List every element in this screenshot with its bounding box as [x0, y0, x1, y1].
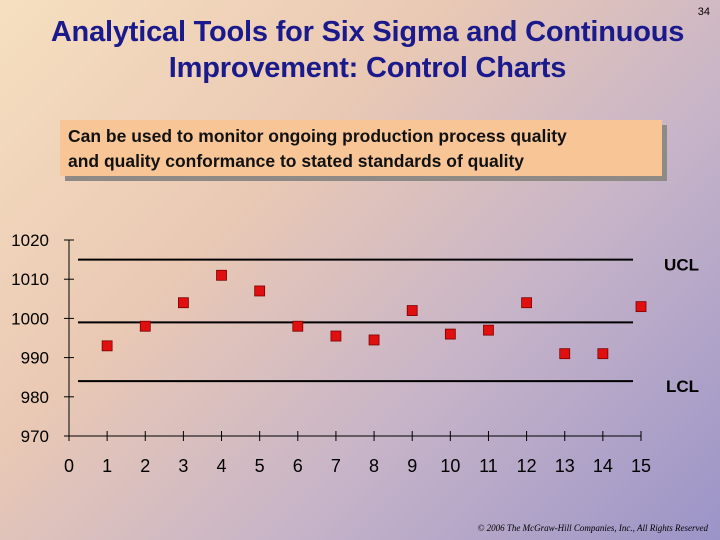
- data-point: [254, 285, 266, 297]
- x-tick-label: 3: [178, 456, 188, 476]
- x-tick-label: 8: [369, 456, 379, 476]
- data-point: [597, 348, 609, 360]
- x-tick-label: 15: [631, 456, 651, 476]
- control-limit-label: LCL: [666, 377, 699, 396]
- x-tick-label: 5: [255, 456, 265, 476]
- y-tick-label: 980: [21, 388, 49, 407]
- slide-title: Analytical Tools for Six Sigma and Conti…: [0, 14, 720, 86]
- data-point: [216, 269, 227, 281]
- x-tick-label: 13: [555, 456, 575, 476]
- data-point: [406, 305, 418, 316]
- x-tick-label: 14: [593, 456, 613, 476]
- x-tick-label: 0: [64, 456, 74, 476]
- data-point: [635, 301, 647, 313]
- y-tick-label: 1000: [11, 309, 49, 328]
- x-tick-label: 6: [293, 456, 303, 476]
- callout-line-1: Can be used to monitor ongoing productio…: [68, 126, 567, 146]
- data-point: [559, 348, 571, 360]
- y-tick-label: 1020: [11, 231, 49, 250]
- data-point: [101, 340, 113, 352]
- x-tick-label: 4: [217, 456, 227, 476]
- data-point: [521, 297, 532, 309]
- x-tick-label: 10: [440, 456, 460, 476]
- x-tick-label: 7: [331, 456, 341, 476]
- data-point: [177, 297, 189, 309]
- y-tick-label: 970: [21, 427, 49, 446]
- callout-line-2: and quality conformance to stated standa…: [68, 151, 525, 171]
- data-point: [139, 320, 151, 332]
- x-tick-label: 11: [479, 456, 498, 476]
- x-tick-label: 1: [102, 456, 112, 476]
- x-tick-label: 12: [517, 456, 537, 476]
- y-tick-label: 990: [21, 349, 49, 368]
- title-line-2: Improvement: Control Charts: [168, 52, 567, 84]
- callout-box: Can be used to monitor ongoing productio…: [60, 120, 662, 176]
- data-point: [444, 328, 456, 340]
- copyright-footer: © 2006 The McGraw-Hill Companies, Inc., …: [477, 523, 708, 533]
- data-point: [483, 324, 494, 336]
- y-tick-label: 1010: [11, 270, 49, 289]
- x-tick-label: 2: [140, 456, 150, 476]
- title-line-1: Analytical Tools for Six Sigma and Conti…: [50, 16, 685, 48]
- page-number: 34: [697, 6, 710, 18]
- x-tick-label: 9: [407, 456, 417, 476]
- data-point: [330, 330, 342, 342]
- data-point: [292, 320, 304, 332]
- data-point: [368, 334, 380, 346]
- control-limit-label: UCL: [664, 256, 699, 275]
